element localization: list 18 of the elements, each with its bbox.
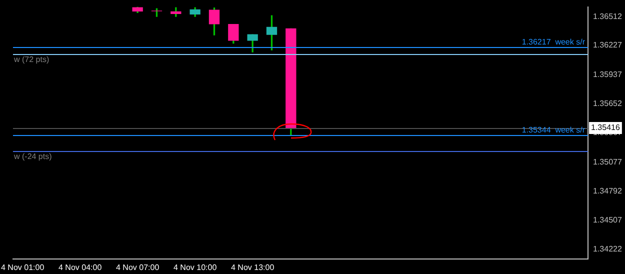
- y-tick-label: 1.34792: [593, 186, 622, 196]
- annotation: w (-24 pts): [12, 152, 52, 162]
- y-tick-label: 1.34222: [593, 244, 622, 254]
- x-tick-label: 4 Nov 04:00: [58, 263, 102, 272]
- annotation: w (72 pts): [12, 54, 50, 64]
- y-tick-label: 1.35652: [593, 99, 622, 108]
- y-tick-label: 1.36227: [593, 40, 622, 50]
- x-tick-label: 4 Nov 13:00: [231, 263, 275, 272]
- y-tick-label: 1.35077: [593, 158, 622, 167]
- x-tick-label: 4 Nov 01:00: [1, 263, 45, 272]
- y-tick-label: 1.34507: [593, 216, 622, 225]
- y-tick-label: 1.36512: [593, 12, 622, 21]
- ref-line-label: 1.35344 week s/r: [522, 126, 586, 135]
- text: 1.35416: [591, 123, 620, 132]
- x-tick-label: 4 Nov 10:00: [174, 263, 218, 272]
- y-tick-label: 1.35937: [593, 70, 622, 80]
- ref-line-label: 1.36217 week s/r: [522, 38, 586, 47]
- x-tick-label: 4 Nov 07:00: [116, 263, 160, 272]
